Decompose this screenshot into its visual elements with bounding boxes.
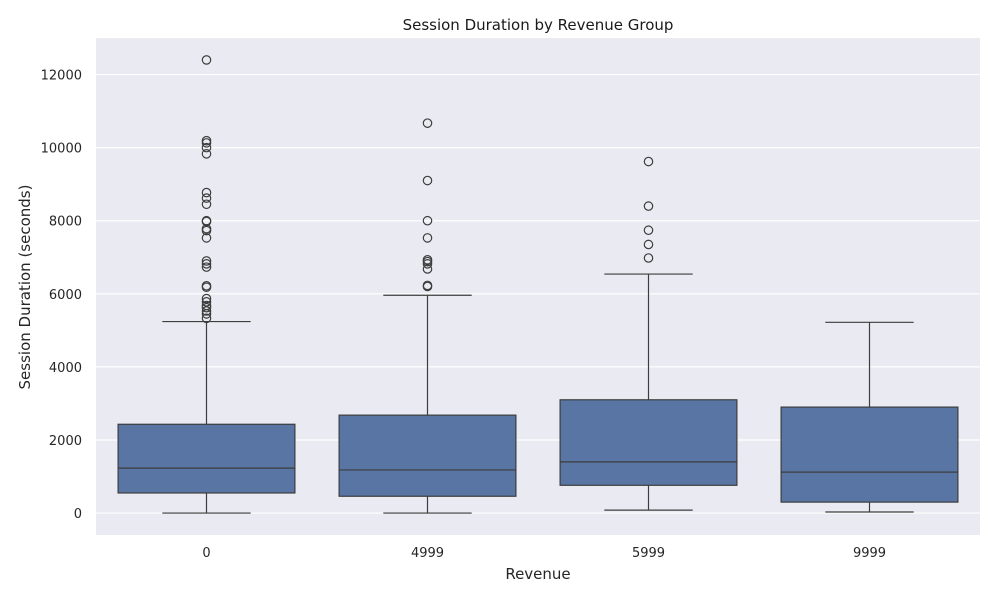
x-axis-label: Revenue [505, 565, 570, 583]
y-axis-ticks: 0 2000 4000 6000 8000 10000 12000 [41, 69, 82, 523]
box [559, 399, 738, 486]
outlier-point [422, 233, 433, 243]
y-tick-label: 12000 [41, 69, 82, 84]
box [780, 406, 959, 503]
outlier-point [201, 193, 212, 203]
box-group [780, 321, 959, 513]
x-tick-label: 5999 [632, 546, 665, 561]
x-tick-label: 0 [202, 546, 210, 561]
y-tick-label: 8000 [49, 215, 82, 230]
y-tick-label: 2000 [49, 434, 82, 449]
outlier-point [201, 300, 212, 311]
outlier-point [201, 199, 212, 210]
outlier-point [643, 156, 654, 167]
outlier-point [201, 233, 212, 243]
outlier-point [422, 255, 433, 265]
outlier-point [201, 259, 212, 269]
outlier-point [422, 215, 433, 226]
outlier-point [201, 262, 212, 272]
box [117, 423, 296, 494]
outlier-point [201, 142, 212, 153]
y-tick-label: 6000 [49, 288, 82, 303]
outlier-point [201, 215, 212, 226]
outlier-point [643, 201, 654, 211]
outlier-point [422, 175, 433, 186]
outlier-point [422, 118, 433, 128]
outlier-point [643, 225, 654, 236]
boxes [117, 55, 959, 514]
outlier-point [201, 135, 212, 146]
y-tick-label: 4000 [49, 361, 82, 376]
outlier-point [201, 256, 212, 266]
outlier-point [201, 306, 212, 316]
outlier-point [201, 293, 212, 304]
box-group [559, 156, 738, 511]
outlier-point [201, 55, 212, 65]
outlier-point [422, 264, 433, 274]
outlier-point [201, 280, 212, 291]
box-group [338, 118, 517, 514]
x-tick-label: 4999 [411, 546, 444, 561]
outlier-point [643, 253, 654, 263]
box-group [117, 55, 296, 514]
outlier-point [201, 297, 212, 307]
x-tick-label: 9999 [853, 546, 886, 561]
box [338, 414, 517, 497]
outlier-point [643, 239, 654, 250]
outlier-point [201, 313, 212, 324]
chart-title: Session Duration by Revenue Group [403, 16, 674, 34]
outlier-point [201, 149, 212, 159]
outlier-point [201, 187, 212, 198]
outlier-point [422, 280, 433, 291]
y-tick-label: 0 [74, 507, 82, 522]
y-tick-label: 10000 [41, 142, 82, 157]
y-axis-label: Session Duration (seconds) [16, 185, 34, 390]
x-axis-ticks: 0 4999 5999 9999 [202, 546, 886, 561]
